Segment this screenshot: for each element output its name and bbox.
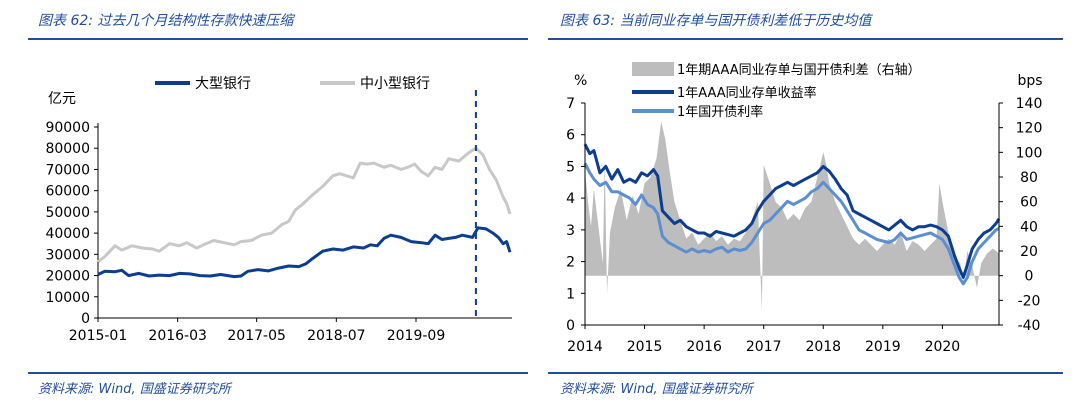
legend-label-cdb-yield: 1年国开债利率	[677, 104, 763, 120]
left-y-tick-label: 30000	[45, 247, 90, 263]
right-left-unit-label: %	[574, 73, 587, 89]
right-x-tick-label: 2016	[686, 339, 722, 355]
left-y-tick-label: 70000	[45, 162, 90, 178]
right-right-y-tick-label: 120	[1016, 121, 1043, 137]
right-right-y-tick-label: 0	[1025, 269, 1034, 285]
right-right-y-tick-label: -40	[1018, 318, 1041, 334]
right-right-y-tick-label: 100	[1016, 145, 1043, 161]
right-right-unit-label: bps	[1017, 73, 1042, 89]
right-left-y-tick-label: 1	[566, 286, 575, 302]
series-line-small-bank	[97, 146, 512, 263]
left-x-tick-label: 2016-03	[148, 328, 207, 344]
left-source-rule	[28, 372, 528, 374]
right-x-tick-label: 2018	[805, 339, 841, 355]
right-x-tick-label: 2015	[627, 339, 663, 355]
series-line-aaa-cd-yield	[583, 143, 1001, 279]
right-x-tick-label: 2020	[925, 339, 961, 355]
right-chart-svg: 0 1 2 3 4 5 6 7 -40 -20 0 20 40 60 80 100 120 140 2014 2015…	[566, 62, 1043, 355]
left-chart-title: 图表 62: 过去几个月结构性存款快速压缩	[38, 13, 294, 29]
left-y-tick-label: 40000	[45, 226, 90, 242]
right-right-y-tick-label: -20	[1018, 293, 1041, 309]
right-source-rule	[548, 372, 1063, 374]
right-right-y-tick-label: 20	[1020, 244, 1038, 260]
left-y-tick-label: 80000	[45, 141, 90, 157]
left-y-tick-label: 20000	[45, 269, 90, 285]
left-x-tick-label: 2019-09	[387, 328, 446, 344]
series-area-spread	[585, 121, 999, 311]
series-line-cdb-yield	[583, 162, 1000, 286]
series-line-large-bank	[97, 226, 512, 279]
right-left-y-tick-label: 4	[566, 191, 575, 207]
left-x-tick-label: 2018-07	[307, 328, 366, 344]
left-chart-panel: 图表 62: 过去几个月结构性存款快速压缩 0 10000 20000 30000 40…	[28, 13, 528, 397]
right-chart-title: 图表 63: 当前同业存单与国开债利差低于历史均值	[560, 13, 872, 29]
left-y-tick-label: 10000	[45, 290, 90, 306]
right-right-y-tick-label: 80	[1020, 170, 1038, 186]
right-source-note: 资料来源: Wind, 国盛证券研究所	[560, 382, 753, 397]
legend-label-spread: 1年期AAA同业存单与国开债利差（右轴）	[677, 63, 921, 78]
left-x-tick-label: 2017-05	[227, 328, 286, 344]
left-y-tick-label: 50000	[45, 205, 90, 221]
right-left-y-tick-label: 2	[566, 255, 575, 271]
right-left-y-tick-label: 0	[566, 318, 575, 334]
left-source-note: 资料来源: Wind, 国盛证券研究所	[38, 382, 231, 397]
legend-label-large-bank: 大型银行	[195, 76, 251, 92]
right-left-y-tick-label: 5	[566, 159, 575, 175]
left-title-rule	[28, 38, 528, 40]
left-y-tick-label: 60000	[45, 184, 90, 200]
right-left-y-tick-label: 3	[566, 223, 575, 239]
left-chart-svg: 0 10000 20000 30000 40000 50000 60000 70000 8000…	[45, 76, 512, 344]
legend-swatch-spread	[632, 62, 674, 76]
left-y-unit-label: 亿元	[48, 91, 76, 107]
legend-label-aaa-cd-yield: 1年AAA同业存单收益率	[677, 85, 817, 101]
right-left-y-tick-label: 7	[566, 96, 575, 112]
right-left-y-tick-label: 6	[566, 128, 575, 144]
right-right-y-tick-label: 140	[1016, 96, 1043, 112]
right-x-tick-label: 2019	[865, 339, 901, 355]
right-right-y-tick-label: 60	[1020, 195, 1038, 211]
left-y-tick-label: 90000	[45, 120, 90, 136]
right-right-y-tick-label: 40	[1020, 219, 1038, 235]
left-x-tick-label: 2015-01	[69, 328, 128, 344]
right-title-rule	[548, 38, 1063, 40]
left-y-tick-label: 0	[81, 311, 90, 327]
right-x-tick-label: 2017	[746, 339, 782, 355]
right-x-tick-label: 2014	[567, 339, 603, 355]
legend-label-small-bank: 中小型银行	[360, 76, 430, 92]
right-chart-panel: 图表 63: 当前同业存单与国开债利差低于历史均值 0 1 2 3 4 5 6 7 -40 -20…	[540, 0, 1080, 414]
